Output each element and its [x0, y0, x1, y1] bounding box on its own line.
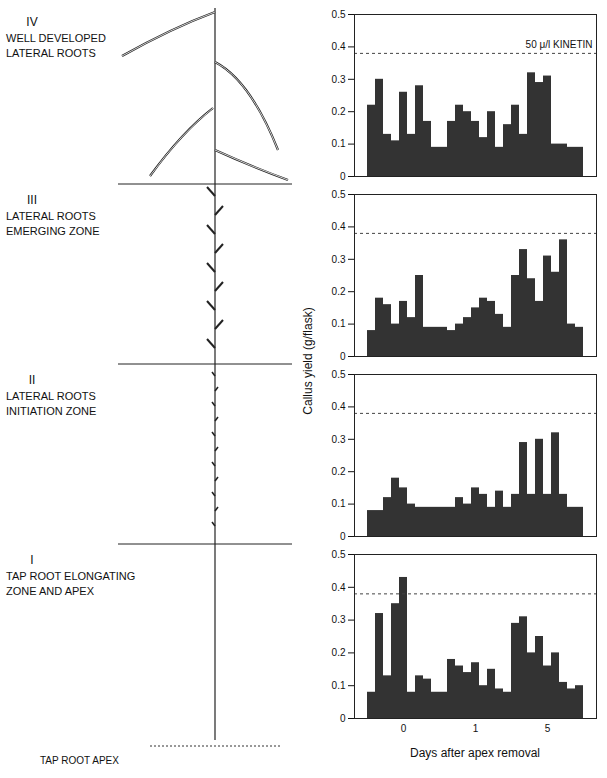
- svg-text:0: 0: [340, 713, 346, 724]
- svg-text:0: 0: [401, 723, 407, 734]
- svg-text:5: 5: [545, 723, 551, 734]
- svg-text:0.4: 0.4: [332, 221, 346, 232]
- svg-text:50 μ/l KINETIN: 50 μ/l KINETIN: [526, 39, 593, 50]
- svg-text:0: 0: [340, 171, 346, 182]
- svg-text:0.3: 0.3: [332, 434, 346, 445]
- svg-text:Callus yield (g/flask): Callus yield (g/flask): [301, 307, 315, 414]
- svg-text:0.4: 0.4: [332, 41, 346, 52]
- svg-text:0.3: 0.3: [332, 254, 346, 265]
- svg-text:ZONE AND APEX: ZONE AND APEX: [6, 585, 95, 597]
- svg-text:I: I: [30, 553, 33, 567]
- svg-text:0.1: 0.1: [332, 680, 346, 691]
- svg-text:IV: IV: [26, 15, 37, 29]
- svg-text:III: III: [27, 193, 37, 207]
- svg-text:0.5: 0.5: [332, 369, 346, 380]
- svg-text:0.1: 0.1: [332, 138, 346, 149]
- html-text:Days after apex removal: Days after apex removal: [410, 746, 540, 760]
- svg-text:0.2: 0.2: [332, 286, 346, 297]
- svg-text:WELL DEVELOPED: WELL DEVELOPED: [6, 32, 106, 44]
- svg-text:0: 0: [340, 351, 346, 362]
- svg-text:TAP ROOT APEX: TAP ROOT APEX: [40, 755, 119, 766]
- svg-text:II: II: [29, 373, 36, 387]
- svg-text:0.2: 0.2: [332, 106, 346, 117]
- svg-text:0.3: 0.3: [332, 74, 346, 85]
- svg-text:0.3: 0.3: [332, 614, 346, 625]
- svg-text:0.2: 0.2: [332, 647, 346, 658]
- svg-text:0.1: 0.1: [332, 498, 346, 509]
- svg-text:TAP ROOT ELONGATING: TAP ROOT ELONGATING: [6, 570, 135, 582]
- svg-text:1: 1: [473, 723, 479, 734]
- svg-text:0.1: 0.1: [332, 318, 346, 329]
- svg-text:0.5: 0.5: [332, 9, 346, 20]
- svg-text:INITIATION ZONE: INITIATION ZONE: [6, 405, 96, 417]
- svg-text:LATERAL ROOTS: LATERAL ROOTS: [6, 47, 96, 59]
- svg-text:0.5: 0.5: [332, 189, 346, 200]
- svg-text:0.5: 0.5: [332, 549, 346, 560]
- svg-text:0.4: 0.4: [332, 582, 346, 593]
- svg-text:LATERAL ROOTS: LATERAL ROOTS: [6, 390, 96, 402]
- svg-text:0.2: 0.2: [332, 466, 346, 477]
- svg-text:0.4: 0.4: [332, 401, 346, 412]
- svg-text:0: 0: [340, 531, 346, 542]
- svg-text:LATERAL ROOTS: LATERAL ROOTS: [6, 210, 96, 222]
- svg-text:EMERGING ZONE: EMERGING ZONE: [6, 225, 100, 237]
